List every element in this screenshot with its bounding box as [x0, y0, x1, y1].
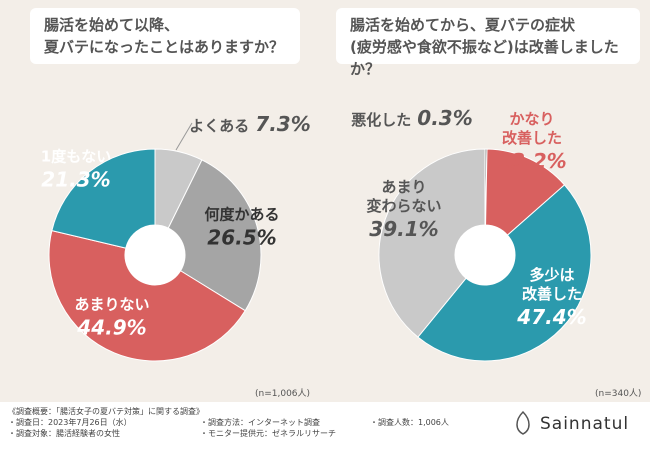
- value-label: 47.4%: [517, 305, 587, 329]
- slice-label: あまり 変わらない 39.1%: [366, 178, 441, 242]
- chart-title: 腸活を始めて以降、夏バテになったことはありますか？: [30, 8, 300, 64]
- brand: Sainnatul: [540, 414, 630, 434]
- slice-label: かなり 改善した 13.2%: [497, 110, 566, 174]
- sample-note: (n=1,006人): [255, 389, 311, 399]
- category-label: 悪化した: [351, 111, 412, 129]
- category-label: あまり 変わらない: [366, 178, 442, 215]
- value-label: 0.3%: [417, 106, 473, 130]
- sample-note: (n=340人): [595, 389, 642, 399]
- brand-icon: [516, 410, 530, 435]
- category-label: 多少は 改善した: [521, 266, 583, 303]
- donut-slice: [48, 229, 246, 362]
- title-line: 腸活を始めてから、夏バテの症状: [350, 16, 576, 34]
- footer-item: ・モニター提供元：ゼネラルリサーチ: [200, 429, 336, 438]
- slice-label: 何度かある 26.5%: [204, 206, 279, 251]
- footer-item: ・調査対象：腸活経験者の女性: [8, 429, 120, 438]
- value-label: 13.2%: [497, 149, 567, 173]
- slice-label: よくある 7.3%: [189, 111, 310, 137]
- value-label: 26.5%: [207, 225, 277, 250]
- title-line: 腸活を始めて以降、: [44, 16, 180, 34]
- footer-heading: 《調査概要：「腸活女子の夏バテ対策」に関する調査》: [8, 407, 204, 416]
- slice-label: あまりない 44.9%: [74, 296, 149, 341]
- footer-item: ・調査日：2023年7月26日（水）: [8, 418, 132, 427]
- value-label: 7.3%: [255, 112, 311, 136]
- category-label: あまりない: [74, 295, 150, 314]
- title-line: (疲労感や食欲不振など)は改善しましたか？: [350, 38, 619, 78]
- slice-label: 悪化した 0.3%: [351, 105, 472, 131]
- leader-line: [175, 122, 193, 151]
- footer-item: ・調査方法：インターネット調査: [200, 418, 320, 427]
- donut-hole: [455, 225, 515, 285]
- slice-label: 1度もない 21.3%: [41, 148, 111, 193]
- title-line: 夏バテになったことはありますか？: [44, 38, 285, 56]
- category-label: 1度もない: [40, 147, 112, 166]
- slice-label: 多少は 改善した 47.4%: [517, 266, 586, 330]
- footer: 《調査概要：「腸活女子の夏バテ対策」に関する調査》 ・調査日：2023年7月26…: [0, 402, 650, 450]
- footer-item: ・調査人数：1,006人: [370, 418, 449, 427]
- value-label: 21.3%: [41, 167, 111, 192]
- donut-hole: [125, 225, 185, 285]
- category-label: かなり 改善した: [501, 110, 563, 147]
- category-label: よくある: [189, 117, 250, 135]
- chart-title: 腸活を始めてから、夏バテの症状 (疲労感や食欲不振など)は改善しましたか？: [336, 8, 640, 78]
- category-label: 何度かある: [204, 205, 280, 224]
- value-label: 39.1%: [369, 217, 439, 241]
- value-label: 44.9%: [77, 315, 147, 340]
